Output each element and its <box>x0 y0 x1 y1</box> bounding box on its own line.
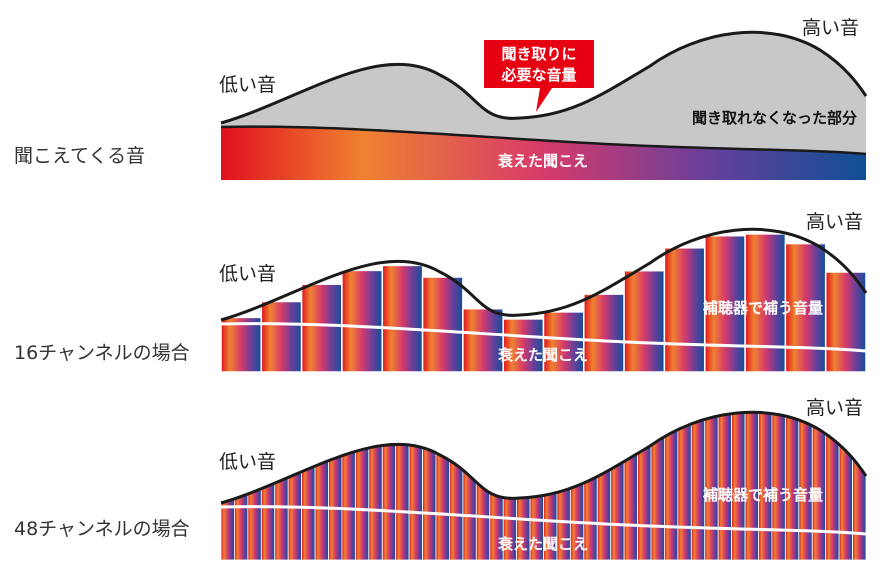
sound-curve <box>220 410 868 505</box>
channel-bar <box>395 443 410 560</box>
row-16-channels: 16チャンネルの場合 低い音 高い音 補聴器で補う音量 衰えた聞こえ <box>14 211 868 373</box>
channel-bar <box>664 429 679 560</box>
channel-bar <box>502 318 545 373</box>
channel-bar <box>677 423 692 560</box>
sound-curve <box>220 227 868 322</box>
channel-bar <box>462 307 504 373</box>
hearing-aid-compensation-label: 補聴器で補う音量 <box>702 299 823 317</box>
channel-bar <box>287 470 303 560</box>
channel-bar <box>838 444 853 560</box>
channel-bar <box>421 276 464 373</box>
declined-hearing-label: 衰えた聞こえ <box>497 535 588 553</box>
channel-bar <box>274 477 289 560</box>
row-label-48-channels: 48チャンネルの場合 <box>14 518 190 540</box>
channel-bar <box>583 293 625 373</box>
channel-bar <box>381 443 397 560</box>
channel-bar <box>300 283 343 373</box>
channel-bar <box>260 300 303 373</box>
channel-bars-48 <box>221 412 866 560</box>
low-tone-label: 低い音 <box>219 74 276 96</box>
low-tone-label: 低い音 <box>219 451 276 473</box>
channel-bar <box>435 452 450 560</box>
lost-hearing-label: 聞き取れなくなった部分 <box>692 109 857 127</box>
channel-bar <box>663 247 706 373</box>
channel-bar <box>233 493 249 560</box>
channel-bar <box>596 469 612 560</box>
channel-bar <box>704 234 746 373</box>
lost-hearing-area <box>221 32 866 154</box>
high-tone-label: 高い音 <box>806 397 863 419</box>
row-48-channels: 48チャンネルの場合 低い音 高い音 補聴器で補う音量 衰えた聞こえ <box>14 397 868 560</box>
channel-bar <box>475 481 491 560</box>
channel-bar <box>422 447 437 560</box>
declined-hearing-line <box>220 322 867 353</box>
channel-bars-16 <box>220 233 867 373</box>
channel-bar <box>247 488 262 560</box>
channel-bar <box>408 444 423 560</box>
channel-bar <box>381 264 424 373</box>
declined-hearing-line <box>220 125 867 156</box>
channel-bar <box>448 459 464 560</box>
low-tone-label: 低い音 <box>219 263 276 285</box>
channel-bar <box>637 444 652 560</box>
channel-bar <box>260 482 276 560</box>
callout-box <box>484 40 594 112</box>
channel-bar <box>784 242 827 373</box>
channel-bar <box>314 460 329 560</box>
channel-bar <box>220 316 263 373</box>
channel-bar <box>623 452 638 560</box>
channel-bar <box>824 271 867 373</box>
high-tone-label: 高い音 <box>802 17 859 39</box>
channel-bar <box>610 461 625 560</box>
sound-curve <box>220 30 868 125</box>
channel-bar <box>623 269 666 373</box>
row-label-16-channels: 16チャンネルの場合 <box>14 342 190 364</box>
channel-bar <box>650 435 665 560</box>
callout-line-1: 聞き取りに <box>501 45 576 63</box>
declined-hearing-label: 衰えた聞こえ <box>497 346 588 364</box>
row-heard-sound: 聞き取りに 必要な音量 聞こえてくる音 低い音 高い音 聞き取れなくなった部分 … <box>14 17 868 180</box>
high-tone-label: 高い音 <box>806 211 863 233</box>
channel-bar <box>341 269 383 373</box>
channel-bar <box>368 445 383 560</box>
declined-hearing-line <box>220 505 867 536</box>
channel-bar <box>825 433 840 560</box>
channel-bar <box>301 465 316 560</box>
hearing-aid-compensation-label: 補聴器で補う音量 <box>702 486 823 504</box>
channel-bar <box>341 450 356 560</box>
callout-needed-volume: 聞き取りに 必要な音量 <box>484 40 594 112</box>
declined-hearing-label: 衰えた聞こえ <box>497 152 588 170</box>
callout-line-2: 必要な音量 <box>500 66 576 84</box>
channel-bar <box>744 233 787 373</box>
channel-bar <box>354 447 370 560</box>
row-label-heard-sound: 聞こえてくる音 <box>14 145 145 167</box>
declined-hearing-area <box>221 126 866 180</box>
